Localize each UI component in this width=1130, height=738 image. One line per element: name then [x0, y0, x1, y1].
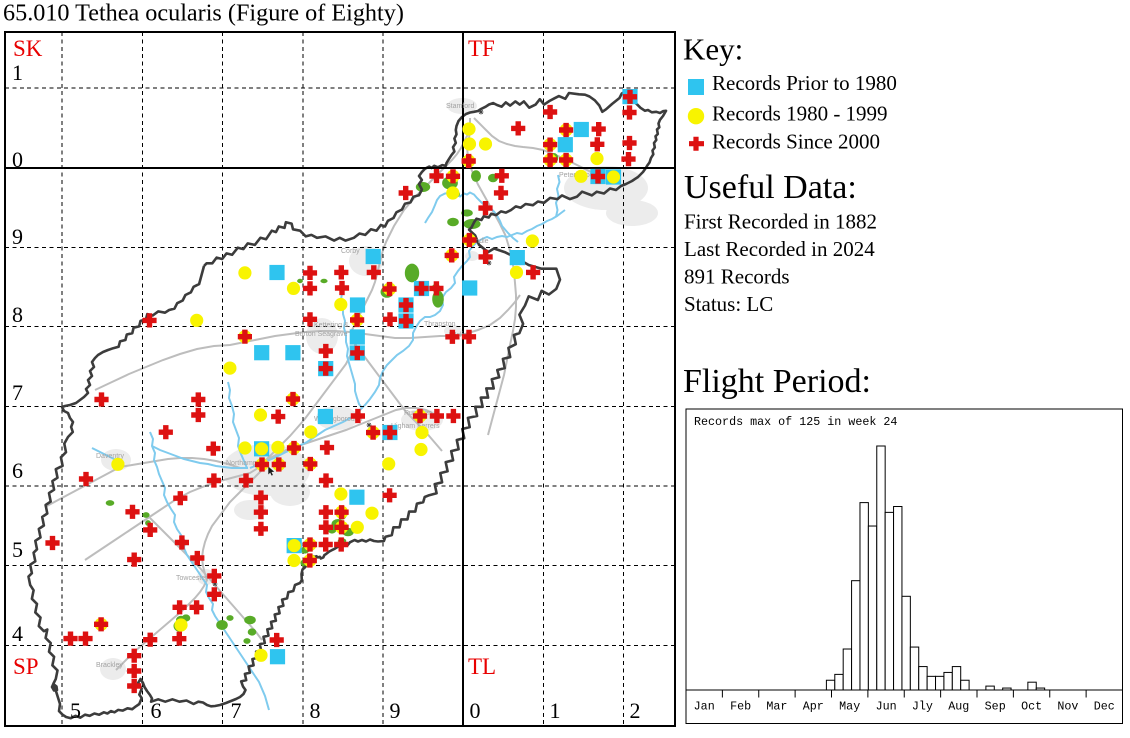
svg-text:Key:: Key: — [683, 32, 743, 67]
svg-text:7: 7 — [12, 380, 23, 405]
svg-text:Jly: Jly — [912, 700, 933, 714]
svg-text:Daventry: Daventry — [96, 453, 125, 460]
svg-text:Apr: Apr — [803, 700, 824, 714]
svg-text:Feb: Feb — [730, 700, 751, 714]
svg-text:May: May — [839, 700, 860, 714]
svg-text:4: 4 — [12, 621, 23, 646]
svg-text:Last Recorded in 2024: Last Recorded in 2024 — [684, 237, 875, 261]
svg-text:Burton Seagrave: Burton Seagrave — [295, 331, 348, 338]
svg-text:TL: TL — [468, 654, 496, 679]
svg-text:Mar: Mar — [766, 700, 787, 714]
svg-text:8: 8 — [310, 698, 321, 723]
svg-text:Wellingborough: Wellingborough — [314, 416, 363, 423]
svg-text:Jan: Jan — [694, 700, 715, 714]
svg-text:5: 5 — [70, 698, 81, 723]
svg-text:5: 5 — [12, 537, 23, 562]
svg-text:Higham Ferrers: Higham Ferrers — [391, 423, 440, 430]
svg-text:1: 1 — [550, 698, 561, 723]
svg-text:891 Records: 891 Records — [684, 265, 790, 289]
svg-text:Records Since 2000: Records Since 2000 — [712, 130, 880, 154]
svg-text:7: 7 — [231, 698, 242, 723]
svg-text:9: 9 — [12, 224, 23, 249]
svg-text:Status: LC: Status: LC — [684, 292, 773, 316]
svg-text:1: 1 — [12, 60, 23, 85]
svg-text:Sep: Sep — [985, 700, 1006, 714]
svg-text:Jun: Jun — [876, 700, 897, 714]
svg-text:8: 8 — [12, 302, 23, 327]
svg-text:Brackley: Brackley — [96, 662, 123, 669]
svg-text:Thrapston: Thrapston — [424, 321, 456, 328]
svg-text:TF: TF — [468, 36, 495, 61]
svg-text:Towcester: Towcester — [176, 575, 208, 582]
svg-text:9: 9 — [390, 698, 401, 723]
svg-text:Aug: Aug — [948, 700, 969, 714]
svg-text:Oundle: Oundle — [466, 238, 489, 245]
svg-text:Records max of 125 in week 24: Records max of 125 in week 24 — [694, 415, 897, 429]
svg-text:SP: SP — [13, 654, 39, 679]
svg-text:0: 0 — [12, 147, 23, 172]
svg-text:6: 6 — [151, 698, 162, 723]
svg-text:Dec: Dec — [1094, 700, 1115, 714]
svg-text:Records 1980 - 1999: Records 1980 - 1999 — [712, 102, 888, 126]
svg-text:6: 6 — [12, 458, 23, 483]
svg-text:Useful Data:: Useful Data: — [684, 169, 857, 206]
svg-text:Northampton: Northampton — [226, 460, 267, 467]
svg-text:Kettering &: Kettering & — [314, 322, 349, 329]
svg-text:2: 2 — [630, 698, 641, 723]
svg-text:65.010 Tethea ocularis (Figure: 65.010 Tethea ocularis (Figure of Eighty… — [3, 0, 404, 27]
svg-text:Flight Period:: Flight Period: — [683, 363, 871, 400]
svg-text:Corby: Corby — [341, 248, 360, 255]
svg-text:Records Prior to 1980: Records Prior to 1980 — [712, 71, 897, 95]
svg-text:First Recorded in 1882: First Recorded in 1882 — [684, 210, 877, 234]
svg-text:0: 0 — [470, 698, 481, 723]
svg-text:Oct: Oct — [1021, 700, 1042, 714]
svg-text:SK: SK — [13, 36, 43, 61]
svg-text:Nov: Nov — [1057, 700, 1078, 714]
svg-text:Stamford: Stamford — [446, 103, 475, 110]
